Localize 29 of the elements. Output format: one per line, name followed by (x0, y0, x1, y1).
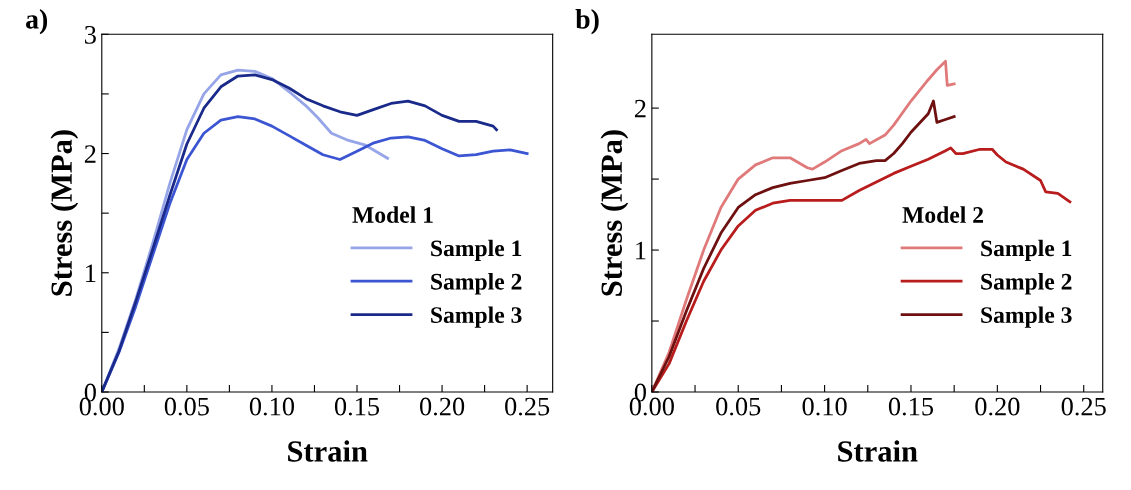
legend-label: Sample 1 (981, 239, 1072, 262)
chart-title: b) (575, 9, 599, 35)
x-tick-label: 0.10 (249, 397, 295, 416)
y-axis-title: Stress (MPa) (50, 130, 79, 296)
x-tick-label: 0.25 (505, 397, 550, 416)
legend-label: Sample 3 (981, 306, 1072, 328)
y-tick-label: 2 (84, 145, 96, 163)
y-axis-title: Stress (MPa) (600, 130, 629, 296)
x-axis-title: Strain (288, 440, 368, 462)
x-tick-label: 0.05 (716, 397, 761, 416)
y-tick-label: 3 (85, 25, 96, 44)
legend-label: Sample 1 (431, 239, 522, 262)
y-tick-label: 1 (86, 264, 96, 282)
y-tick-label: 1 (636, 241, 646, 260)
x-tick-label: 0.20 (975, 397, 1020, 416)
y-tick-label: 2 (634, 99, 646, 118)
x-tick-label: 0.25 (1061, 397, 1106, 416)
legend-label: Sample 2 (981, 273, 1072, 295)
x-tick-label: 0.05 (164, 397, 209, 416)
x-tick-label: 0.15 (334, 397, 380, 416)
legend-title: Model 1 (352, 206, 433, 223)
legend-label: Sample 3 (431, 306, 522, 328)
legend-title: Model 2 (902, 206, 984, 223)
x-tick-label: 0.20 (419, 397, 465, 416)
legend-label: Sample 2 (431, 273, 522, 295)
x-axis-title: Strain (838, 440, 918, 462)
chart-title: a) (26, 9, 48, 35)
x-tick-label: 0.15 (888, 397, 934, 416)
x-tick-label: 0.10 (802, 397, 847, 416)
